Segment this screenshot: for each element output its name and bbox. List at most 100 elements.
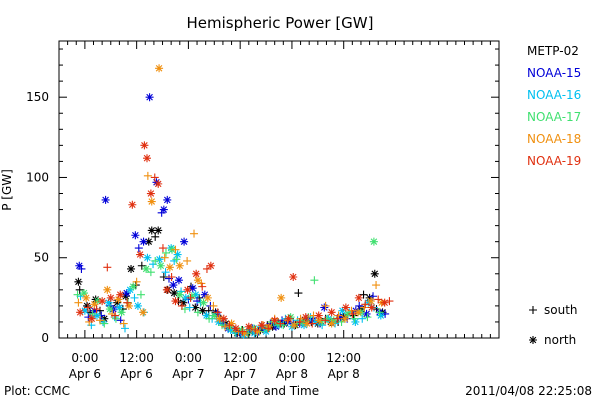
point-north [104, 298, 113, 307]
point-north [163, 195, 172, 204]
x-tick-time: 12:00 [223, 351, 258, 365]
point-north [75, 261, 84, 270]
point-north [237, 325, 246, 334]
data-points [73, 64, 394, 339]
point-north [365, 293, 374, 302]
x-tick-date: Apr 7 [172, 367, 204, 381]
point-north [133, 301, 142, 310]
point-south [183, 256, 192, 265]
point-north [257, 321, 266, 330]
point-south [170, 256, 179, 265]
legend: METP-02 NOAA-15 NOAA-16 NOAA-17 NOAA-18 NOAA-… [527, 44, 581, 168]
point-north [114, 295, 123, 304]
point-north [80, 306, 89, 315]
point-south [73, 290, 82, 299]
point-south [251, 325, 260, 334]
point-south [161, 248, 170, 257]
footer-right: 2011/04/08 22:25:08 [465, 384, 592, 398]
point-south [83, 303, 92, 312]
point-north [82, 293, 91, 302]
x-axis-label: Date and Time [231, 384, 319, 398]
point-north [74, 277, 83, 286]
point-north [344, 309, 353, 318]
point-north [198, 306, 207, 315]
x-tick-date: Apr 6 [69, 367, 101, 381]
point-north [353, 308, 362, 317]
point-north [180, 237, 189, 246]
point-north [136, 250, 145, 259]
point-north [139, 308, 148, 317]
point-north [284, 314, 293, 323]
point-north [76, 308, 85, 317]
point-south [151, 256, 160, 265]
legend-entry: NOAA-17 [527, 110, 581, 124]
point-north [188, 284, 197, 293]
point-south [92, 305, 101, 314]
point-north [122, 289, 131, 298]
y-axis-label: P [GW] [0, 169, 14, 211]
point-south [264, 324, 273, 333]
point-south [186, 293, 195, 302]
y-tick-label: 150 [26, 90, 49, 104]
point-south [355, 301, 364, 310]
series-noaa-19 [76, 141, 394, 336]
point-north [290, 321, 299, 330]
point-north [301, 313, 310, 322]
point-south [111, 311, 120, 320]
point-south [161, 268, 170, 277]
point-north [92, 311, 101, 320]
point-south [358, 314, 367, 323]
point-north [370, 269, 379, 278]
point-north [183, 285, 192, 294]
x-tick-date: Apr 8 [328, 367, 360, 381]
point-north [206, 261, 215, 270]
x-tick-time: 0:00 [175, 351, 202, 365]
point-south [143, 171, 152, 180]
point-south [225, 321, 234, 330]
point-north [262, 327, 271, 336]
symbol-legend-label: south [544, 303, 578, 317]
point-south [193, 308, 202, 317]
point-south [185, 303, 194, 312]
point-north [203, 293, 212, 302]
point-north [327, 308, 336, 317]
legend-entry: METP-02 [527, 44, 579, 58]
point-north [369, 237, 378, 246]
point-north [192, 269, 201, 278]
point-north [90, 300, 99, 309]
point-north [87, 314, 96, 323]
point-north [289, 272, 298, 281]
footer-left: Plot: CCMC [4, 384, 70, 398]
point-north [121, 292, 130, 301]
point-south [158, 244, 167, 253]
point-north [311, 317, 320, 326]
asterisk-symbol-icon [529, 336, 537, 344]
point-north [127, 264, 136, 273]
point-north [341, 303, 350, 312]
point-north [202, 311, 211, 320]
point-north [140, 141, 149, 150]
point-north [162, 285, 171, 294]
point-north [113, 298, 122, 307]
point-north [320, 303, 329, 312]
point-south [350, 314, 359, 323]
point-north [338, 306, 347, 315]
point-north [270, 316, 279, 325]
point-south [77, 264, 86, 273]
point-north [170, 289, 179, 298]
point-south [88, 309, 97, 318]
point-south [385, 297, 394, 306]
x-tick-time: 12:00 [326, 351, 361, 365]
point-south [190, 229, 199, 238]
point-north [129, 282, 138, 291]
point-north [146, 189, 155, 198]
point-north [231, 324, 240, 333]
legend-entry: NOAA-18 [527, 132, 581, 146]
point-south [84, 313, 93, 322]
point-north [143, 154, 151, 163]
point-north [244, 322, 253, 331]
point-north [173, 250, 182, 259]
point-north [142, 264, 151, 273]
point-south [310, 276, 319, 285]
